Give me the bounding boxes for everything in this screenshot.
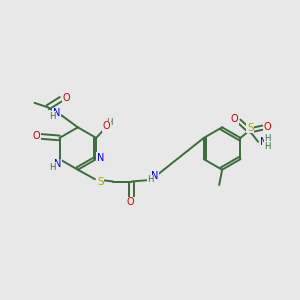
Text: N: N [53,108,60,118]
Text: O: O [230,114,238,124]
Text: H: H [264,142,271,151]
Text: O: O [127,197,134,207]
Text: S: S [247,123,253,133]
Text: N: N [260,137,267,147]
Text: H: H [106,118,112,127]
Text: N: N [54,159,62,170]
Text: O: O [263,122,271,132]
Text: S: S [97,176,104,187]
Text: H: H [147,175,154,184]
Text: H: H [49,112,55,121]
Text: N: N [151,171,158,181]
Text: O: O [103,121,110,131]
Text: O: O [63,93,70,103]
Text: N: N [97,153,104,163]
Text: O: O [33,131,40,142]
Text: H: H [264,134,271,143]
Text: H: H [49,163,56,172]
